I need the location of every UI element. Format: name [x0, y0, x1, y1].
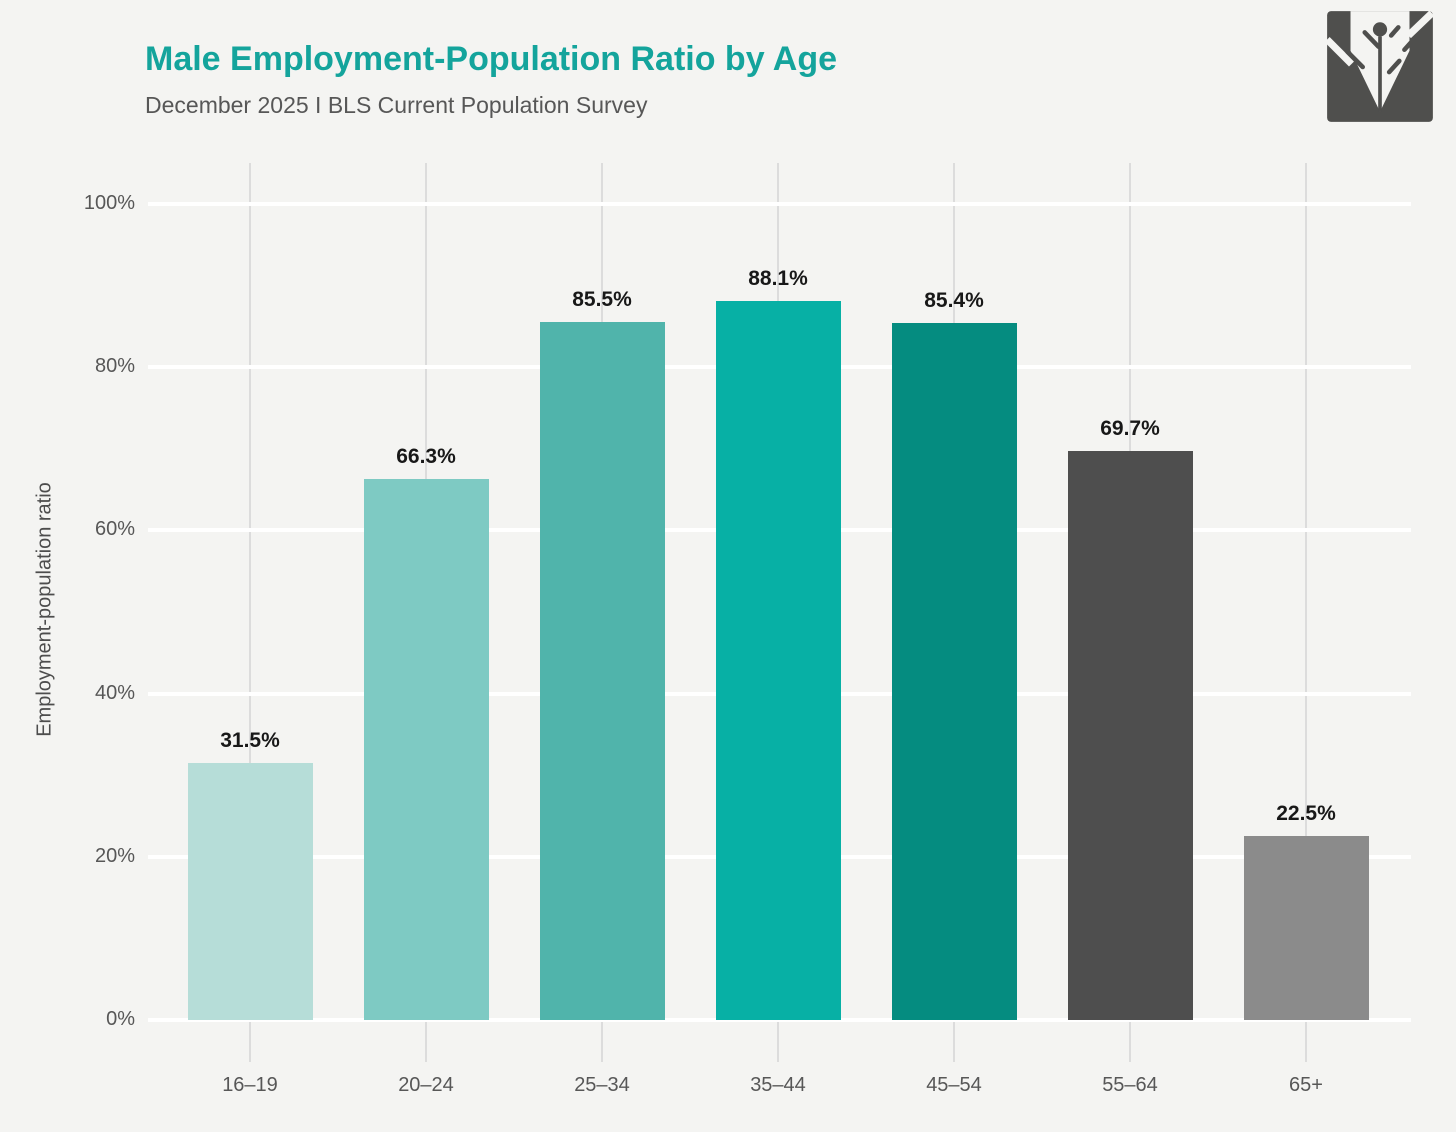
bar-value-label: 22.5% [1276, 802, 1336, 826]
y-axis-tick-label: 80% [94, 355, 135, 378]
book-plant-logo-icon [1324, 10, 1435, 122]
x-axis-tick-label: 35–44 [750, 1074, 806, 1096]
bar-value-label: 85.5% [572, 288, 632, 312]
bar-value-label: 85.4% [924, 289, 984, 313]
chart-subtitle: December 2025 I BLS Current Population S… [145, 92, 648, 118]
y-axis-tick-label: 20% [94, 844, 135, 867]
bar-value-label: 31.5% [220, 728, 280, 752]
x-axis-tick-label: 25–34 [574, 1074, 630, 1096]
x-axis-tick-label: 55–64 [1102, 1074, 1158, 1096]
bar-value-label: 69.7% [1100, 417, 1160, 441]
y-axis-tick-label: 0% [106, 1008, 135, 1030]
vertical-gridline [1305, 163, 1307, 1062]
x-axis-tick-label: 20–24 [398, 1074, 454, 1096]
bar-25–34 [539, 322, 665, 1020]
bar-value-label: 88.1% [748, 267, 808, 291]
bar-value-label: 66.3% [396, 444, 456, 468]
bar-16–19 [187, 762, 313, 1020]
vertical-gridline [249, 163, 251, 1062]
bar-65+ [1243, 836, 1369, 1020]
y-axis-tick-label: 100% [83, 192, 135, 214]
x-axis-tick-label: 45–54 [926, 1074, 982, 1096]
bar-55–64 [1067, 451, 1193, 1020]
horizontal-gridline [148, 202, 1411, 206]
bar-20–24 [363, 478, 489, 1020]
chart-title: Male Employment-Population Ratio by Age [145, 40, 838, 78]
x-axis-tick-label: 16–19 [222, 1074, 278, 1096]
bar-45–54 [891, 323, 1017, 1020]
y-axis-tick-label: 40% [94, 681, 135, 704]
y-axis-tick-label: 60% [94, 518, 135, 541]
x-axis-tick-label: 65+ [1289, 1074, 1323, 1096]
horizontal-gridline [148, 1018, 1411, 1022]
bar-35–44 [715, 301, 841, 1020]
